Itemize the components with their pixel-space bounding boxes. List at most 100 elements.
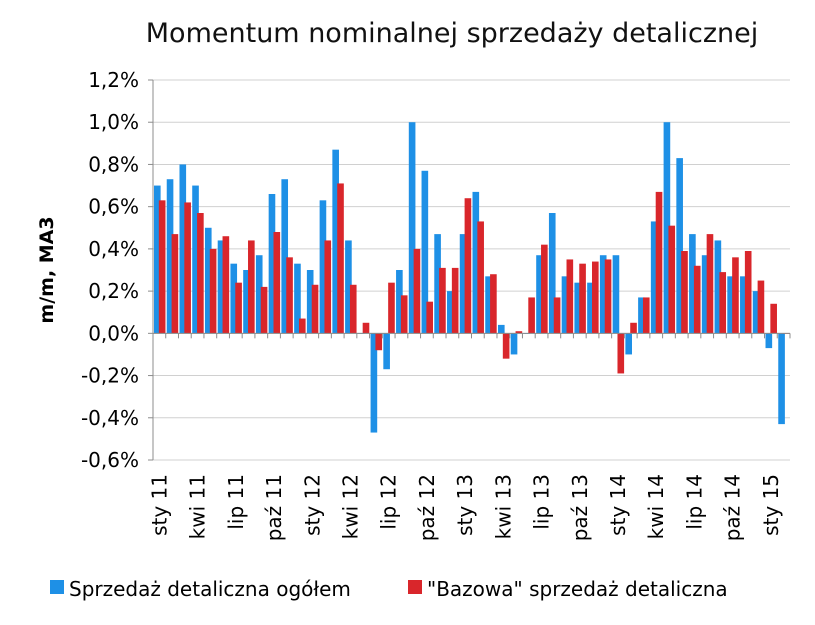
y-tick-label: 0,8%	[88, 152, 139, 176]
bar-series-1	[243, 270, 250, 334]
y-tick-label: -0,4%	[81, 406, 139, 430]
bar-series-2	[235, 282, 242, 334]
bar-series-2	[184, 202, 191, 334]
bar-series-2	[362, 322, 370, 334]
bar-series-2	[286, 257, 293, 334]
chart-title: Momentum nominalnej sprzedaży detaliczne…	[146, 18, 758, 49]
bar-series-1	[204, 227, 212, 334]
bar-series-1	[548, 213, 556, 334]
bar-series-2	[566, 259, 574, 334]
x-tick-label: kwi 13	[491, 474, 515, 539]
bar-series-1	[574, 282, 582, 334]
bar-series-2	[400, 295, 408, 334]
y-tick-label: 0,6%	[88, 195, 139, 219]
bar-series-2	[541, 244, 548, 334]
bar-series-1	[192, 185, 199, 334]
y-tick-label: 1,2%	[88, 68, 139, 92]
bar-series-2	[553, 297, 561, 334]
x-tick-label: sty 15	[759, 474, 783, 536]
y-tick-label: 0,0%	[88, 321, 139, 345]
bar-series-2	[490, 274, 497, 334]
bar-series-1	[587, 282, 594, 334]
bar-series-1	[459, 234, 467, 334]
bar-series-1	[752, 291, 760, 334]
bar-series-1	[434, 234, 441, 334]
x-tick-label: lip 14	[683, 474, 707, 530]
bar-series-1	[536, 255, 543, 334]
bar-series-1	[599, 255, 607, 334]
bar-series-1	[408, 122, 416, 334]
x-tick-label: sty 12	[300, 474, 324, 536]
bar-series-2	[413, 248, 421, 334]
bar-series-2	[579, 263, 586, 334]
bar-series-1	[638, 297, 645, 334]
bar-series-2	[273, 232, 281, 334]
bar-series-2	[222, 236, 230, 334]
bar-series-2	[642, 297, 650, 334]
bar-series-1	[510, 333, 518, 355]
bar-series-2	[426, 301, 433, 334]
bar-series-2	[451, 267, 459, 334]
x-tick-label: kwi 11	[186, 474, 210, 539]
bar-series-1	[740, 276, 747, 334]
bar-series-1	[727, 276, 734, 334]
bar-series-2	[757, 280, 765, 334]
bars	[154, 122, 790, 433]
bar-series-1	[650, 221, 658, 334]
x-tick-label: paź 11	[262, 474, 286, 541]
bar-series-2	[617, 333, 625, 374]
bar-series-1	[306, 270, 314, 334]
bar-series-2	[337, 183, 344, 334]
bar-series-1	[166, 179, 174, 334]
bar-series-2	[388, 282, 395, 334]
bar-series-1	[689, 234, 696, 334]
bar-series-2	[604, 259, 612, 334]
bar-series-2	[375, 333, 383, 351]
y-tick-label: -0,6%	[81, 448, 139, 472]
bar-series-2	[209, 248, 217, 334]
bar-series-2	[668, 225, 676, 334]
bar-series-2	[502, 333, 510, 359]
x-tick-label: sty 13	[453, 474, 477, 536]
bar-series-1	[345, 240, 352, 334]
axes	[148, 79, 791, 461]
bar-series-2	[158, 200, 166, 334]
bar-series-1	[497, 324, 505, 334]
bar-series-2	[311, 284, 319, 334]
bar-series-1	[701, 255, 709, 334]
x-tick-labels: sty 11 kwi 11 lip 11 paź 11 sty 12 kwi 12 lip …	[147, 474, 783, 541]
bar-series-1	[332, 149, 339, 334]
x-tick-label: paź 12	[415, 474, 439, 541]
legend-label-series-2: "Bazowa" sprzedaż detaliczna	[427, 577, 728, 601]
x-tick-label: sty 11	[147, 474, 171, 536]
bar-series-2	[630, 322, 637, 334]
y-axis-label: m/m, MA3	[36, 216, 58, 323]
x-tick-label: lip 12	[377, 474, 401, 530]
legend-swatch-series-1	[50, 580, 64, 594]
bar-series-2	[477, 221, 484, 334]
bar-series-2	[515, 331, 523, 334]
bar-series-2	[298, 318, 306, 334]
bar-series-2	[681, 251, 688, 334]
bar-series-1	[714, 240, 722, 334]
bar-series-1	[230, 263, 238, 334]
bar-series-2	[693, 265, 701, 334]
bar-series-2	[248, 240, 255, 334]
bar-series-2	[655, 191, 663, 334]
bar-series-1	[281, 179, 289, 334]
bar-series-1	[383, 333, 390, 370]
x-tick-label: paź 14	[721, 474, 745, 541]
bar-series-2	[439, 267, 446, 334]
bar-series-1	[561, 276, 569, 334]
bar-series-2	[592, 261, 599, 334]
x-tick-label: lip 11	[224, 474, 248, 530]
bar-series-1	[396, 270, 403, 334]
bar-series-1	[472, 191, 480, 334]
bar-series-1	[268, 194, 276, 334]
bar-series-2	[706, 234, 714, 334]
bar-series-2	[732, 257, 739, 334]
x-tick-label: kwi 14	[644, 474, 668, 539]
legend-label-series-1: Sprzedaż detaliczna ogółem	[69, 577, 351, 601]
bar-series-2	[719, 272, 727, 334]
